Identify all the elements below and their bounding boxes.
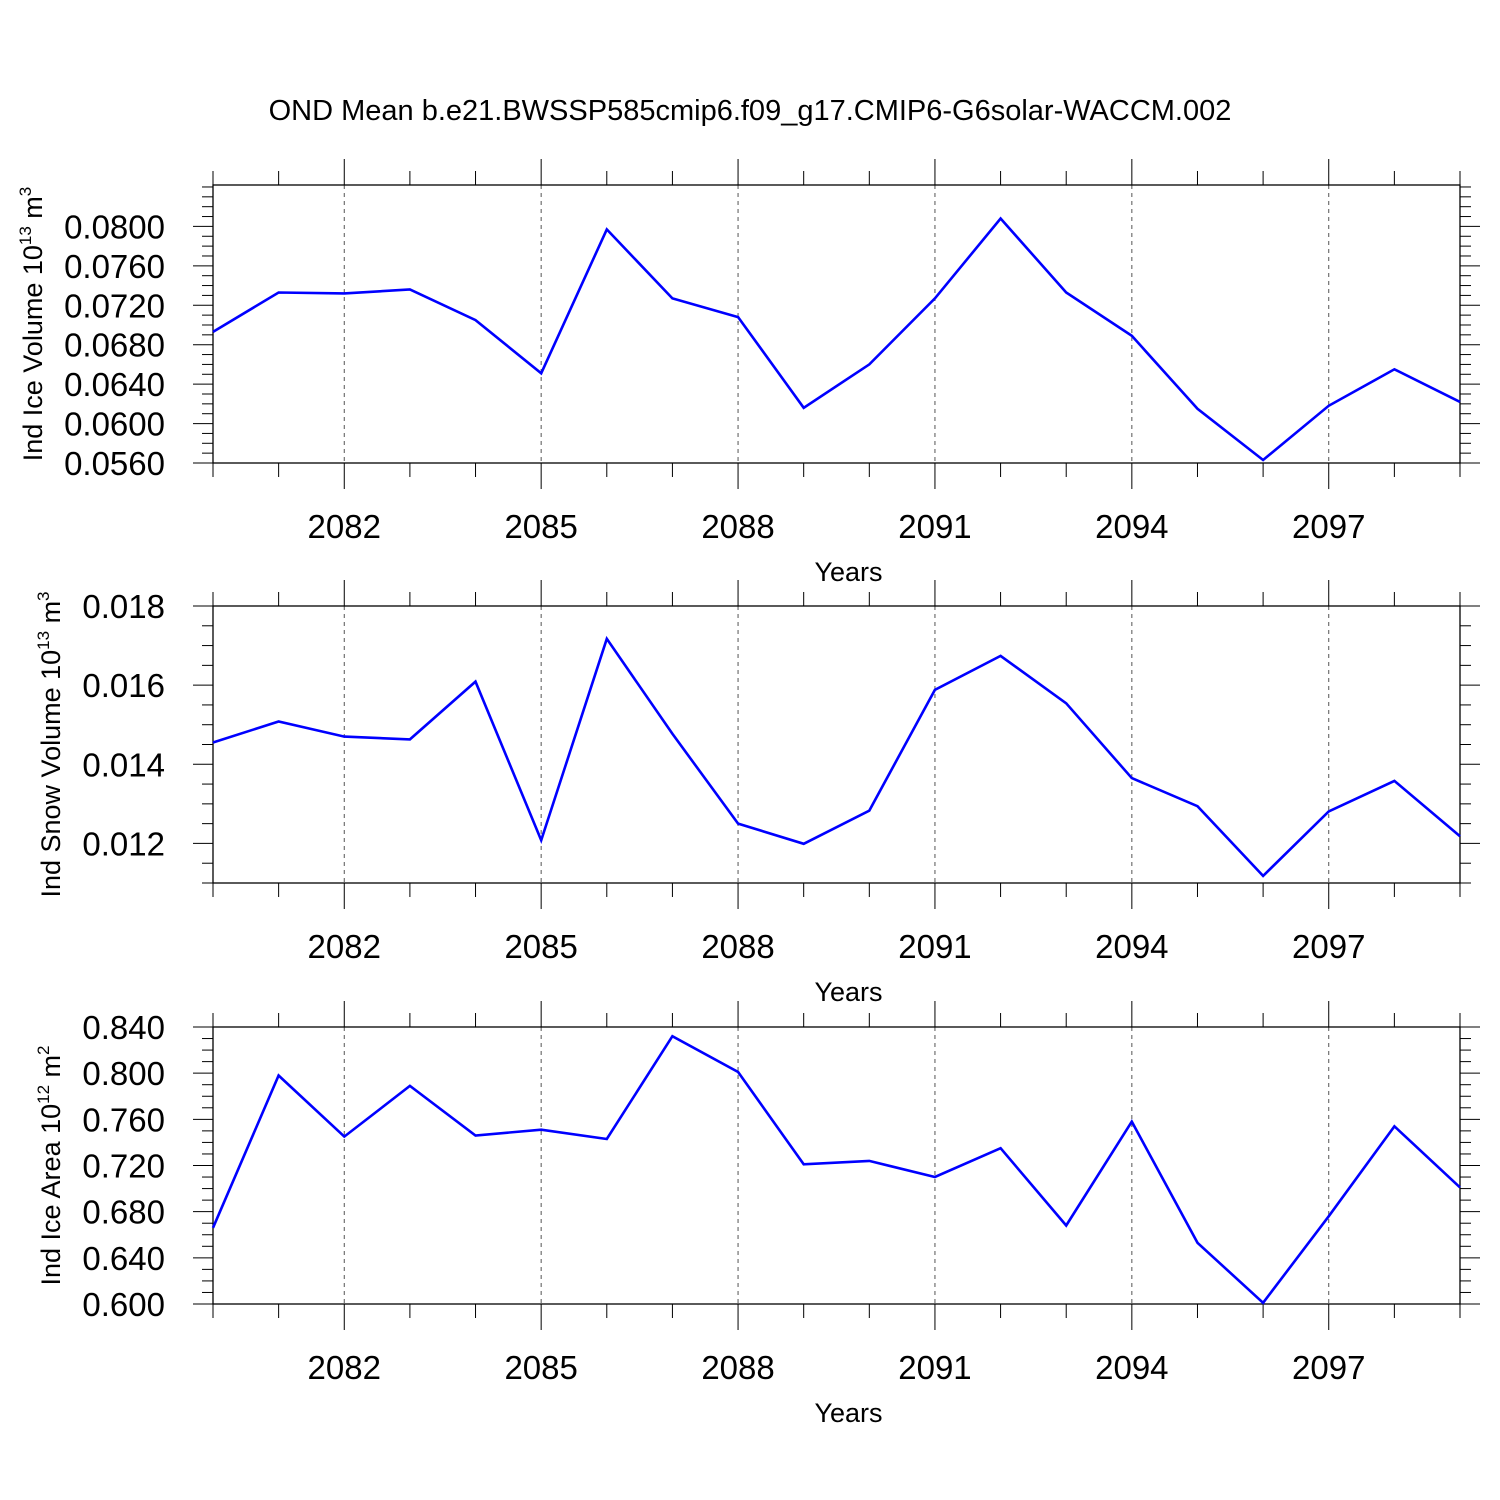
x-tick-label: 2082 [308, 928, 381, 965]
x-tick-label: 2082 [308, 1349, 381, 1386]
x-tick-label: 2097 [1292, 1349, 1365, 1386]
panel-2: 2082 2085 2088 2091 2094 2097 Years 0.012 0.014 0… [34, 580, 1480, 1007]
x-tick-label: 2088 [701, 508, 774, 545]
x-tick-label: 2085 [504, 508, 577, 545]
y-tick-label: 0.0720 [64, 287, 165, 324]
x-tick-label: 2082 [308, 508, 381, 545]
panel-1: 2082 2085 2088 2091 2094 2097 Years 0.05600.060… [16, 159, 1480, 587]
x-tick-label: 2088 [701, 1349, 774, 1386]
y-tick-label: 0.840 [82, 1009, 165, 1046]
y-tick-label: 0.680 [82, 1194, 165, 1231]
x-tick-label: 2097 [1292, 508, 1365, 545]
x-tick-label: 2091 [898, 1349, 971, 1386]
y-tick-label: 0.600 [82, 1286, 165, 1323]
x-tick-label: 2091 [898, 508, 971, 545]
x-tick-label: 2085 [504, 928, 577, 965]
y-tick-label: 0.012 [82, 825, 165, 862]
y-tick-label: 0.0560 [64, 445, 165, 482]
plot-frame [212, 1026, 1461, 1305]
y-tick-label: 0.0800 [64, 208, 165, 245]
y-tick-label: 0.0760 [64, 248, 165, 285]
y-tick-label: 0.018 [82, 588, 165, 625]
x-tick-label: 2094 [1095, 1349, 1168, 1386]
y-tick-label: 0.800 [82, 1055, 165, 1092]
y-tick-label: 0.0640 [64, 366, 165, 403]
y-tick-label: 0.720 [82, 1148, 165, 1185]
y-tick-label: 0.0600 [64, 406, 165, 443]
y-tick-label: 0.760 [82, 1101, 165, 1138]
panel-3: 2082 2085 2088 2091 2094 2097 Years 0.600 0.640 0… [34, 1001, 1480, 1428]
series-line [212, 635, 1461, 878]
x-tick-label: 2097 [1292, 928, 1365, 965]
x-axis-label: Years [814, 557, 882, 587]
x-tick-label: 2091 [898, 928, 971, 965]
series-line [212, 216, 1461, 462]
y-axis-label: Ind Ice Area 1012 m2 [34, 1045, 66, 1285]
y-tick-label: 0.0680 [64, 327, 165, 364]
plot-frame [212, 605, 1461, 884]
x-axis-label: Years [814, 1398, 882, 1428]
chart-title: OND Mean b.e21.BWSSP585cmip6.f09_g17.CMI… [268, 95, 1232, 127]
plot-frame [212, 184, 1461, 464]
y-tick-label: 0.014 [82, 746, 165, 783]
x-tick-label: 2094 [1095, 928, 1168, 965]
y-tick-label: 0.016 [82, 667, 165, 704]
x-tick-label: 2094 [1095, 508, 1168, 545]
y-axis-label: Ind Ice Volume 1013 m3 [16, 187, 48, 462]
y-tick-label: 0.640 [82, 1240, 165, 1277]
y-axis-label: Ind Snow Volume 1013 m3 [34, 591, 66, 897]
x-axis-label: Years [814, 977, 882, 1007]
x-tick-label: 2088 [701, 928, 774, 965]
x-tick-label: 2085 [504, 1349, 577, 1386]
series-line [211, 1034, 1461, 1305]
